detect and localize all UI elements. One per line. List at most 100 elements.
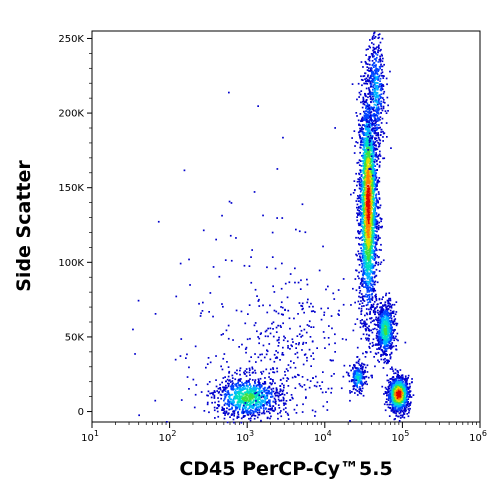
event-point [365, 142, 367, 144]
event-point [381, 350, 384, 353]
event-point [359, 190, 362, 193]
event-point [359, 201, 362, 204]
event-point [360, 179, 363, 182]
event-point [378, 324, 380, 326]
event-point [370, 165, 372, 168]
event-point [395, 379, 398, 382]
event-point [389, 346, 392, 348]
event-point [391, 399, 394, 401]
event-point [375, 134, 378, 137]
event-point [376, 108, 378, 110]
event-point [394, 372, 397, 374]
event-point [365, 268, 368, 271]
event-point [389, 327, 392, 330]
event-point [372, 338, 375, 341]
event-point [405, 388, 407, 390]
event-point [375, 353, 378, 355]
event-point [390, 391, 393, 393]
event-point [390, 382, 393, 385]
event-point [377, 191, 380, 193]
event-point [350, 193, 352, 196]
event-point [377, 158, 380, 160]
event-point [390, 337, 393, 339]
event-point [379, 347, 382, 349]
event-point [365, 127, 367, 129]
event-point [374, 117, 376, 120]
event-point [376, 185, 378, 187]
event-point [363, 236, 366, 238]
event-point [382, 326, 385, 329]
event-point [364, 198, 367, 201]
event-point [363, 208, 365, 211]
event-point [378, 166, 381, 168]
event-point [369, 195, 372, 198]
event-point [391, 388, 394, 390]
event-point [369, 300, 371, 302]
event-point [363, 180, 366, 183]
event-point [373, 221, 376, 224]
event-point [370, 305, 373, 308]
event-point [368, 105, 370, 108]
event-point [386, 334, 388, 337]
event-point [363, 203, 366, 206]
event-point [368, 345, 370, 348]
event-point [373, 37, 376, 39]
event-point [372, 113, 375, 116]
event-point [374, 283, 376, 286]
event-point [362, 189, 365, 192]
event-point [362, 167, 365, 170]
event-point [360, 185, 363, 188]
event-point [381, 69, 383, 71]
event-point [370, 186, 373, 188]
event-point [369, 278, 372, 281]
event-point [379, 345, 382, 348]
event-point [376, 139, 378, 142]
event-point [378, 337, 381, 340]
event-point [364, 257, 366, 259]
event-point [356, 371, 358, 374]
event-point [370, 93, 372, 96]
event-point [368, 158, 371, 161]
event-point [366, 188, 369, 190]
event-point [353, 370, 356, 372]
event-point [367, 166, 370, 169]
event-point [375, 137, 378, 140]
event-point [359, 93, 362, 96]
event-point [356, 115, 358, 117]
event-point [379, 204, 382, 207]
event-point [371, 142, 374, 144]
event-point [349, 364, 351, 367]
event-point [362, 394, 365, 397]
event-point [375, 107, 378, 109]
event-point [360, 61, 363, 63]
event-point [386, 299, 389, 302]
event-point [378, 153, 381, 156]
event-point [363, 131, 365, 134]
event-point [373, 217, 376, 220]
event-point [359, 373, 362, 376]
event-point [367, 337, 370, 340]
event-point [362, 365, 364, 368]
event-point [390, 343, 393, 346]
event-point [377, 103, 379, 106]
event-point [374, 132, 376, 135]
event-point [239, 373, 241, 376]
event-point [353, 130, 356, 132]
event-point [366, 119, 369, 122]
event-point [362, 245, 365, 247]
event-point [362, 169, 365, 171]
event-point [399, 411, 402, 414]
event-point [359, 372, 362, 374]
event-point [381, 88, 384, 91]
event-point [371, 232, 374, 234]
event-point [395, 410, 398, 413]
event-point [357, 119, 360, 122]
event-point [373, 123, 375, 126]
event-point [376, 111, 379, 113]
event-point [390, 327, 393, 329]
event-point [371, 81, 374, 83]
event-point [361, 296, 363, 299]
event-point [368, 233, 371, 236]
event-point [377, 256, 380, 259]
event-point [366, 208, 369, 211]
